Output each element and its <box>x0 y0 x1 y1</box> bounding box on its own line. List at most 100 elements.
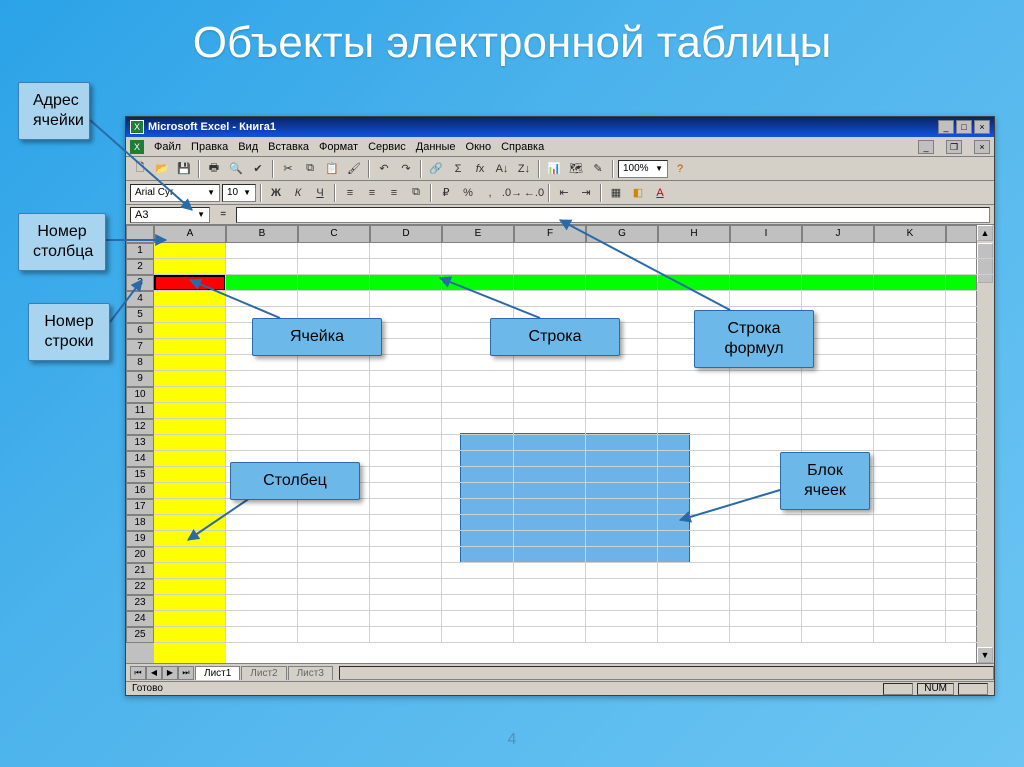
fx-icon[interactable]: fx <box>470 159 490 179</box>
close-button[interactable]: × <box>974 120 990 134</box>
new-icon[interactable]: 🗋 <box>130 159 150 179</box>
underline-icon[interactable]: Ч <box>310 183 330 203</box>
dec-indent-icon[interactable]: ⇤ <box>554 183 574 203</box>
tab-first-icon[interactable]: ⏮ <box>130 666 146 680</box>
sort-asc-icon[interactable]: A↓ <box>492 159 512 179</box>
row-header[interactable]: 18 <box>126 515 154 531</box>
font-color-icon[interactable]: A <box>650 183 670 203</box>
inc-decimal-icon[interactable]: .0→ <box>502 183 522 203</box>
column-header[interactable]: K <box>874 225 946 243</box>
row-header[interactable]: 17 <box>126 499 154 515</box>
column-header[interactable]: F <box>514 225 586 243</box>
cut-icon[interactable]: ✂ <box>278 159 298 179</box>
undo-icon[interactable]: ↶ <box>374 159 394 179</box>
zoom-select[interactable]: 100%▼ <box>618 160 668 178</box>
font-size-select[interactable]: 10▼ <box>222 184 256 202</box>
align-center-icon[interactable]: ≡ <box>362 183 382 203</box>
row-header[interactable]: 5 <box>126 307 154 323</box>
chart-icon[interactable]: 📊 <box>544 159 564 179</box>
spell-icon[interactable]: ✔ <box>248 159 268 179</box>
column-header[interactable]: C <box>298 225 370 243</box>
row-header[interactable]: 1 <box>126 243 154 259</box>
column-header[interactable]: E <box>442 225 514 243</box>
redo-icon[interactable]: ↷ <box>396 159 416 179</box>
percent-icon[interactable]: % <box>458 183 478 203</box>
row-header[interactable]: 12 <box>126 419 154 435</box>
row-header[interactable]: 24 <box>126 611 154 627</box>
menu-help[interactable]: Справка <box>501 141 544 153</box>
row-header[interactable]: 13 <box>126 435 154 451</box>
menu-service[interactable]: Сервис <box>368 141 406 153</box>
menu-window[interactable]: Окно <box>466 141 492 153</box>
copy-icon[interactable]: ⧉ <box>300 159 320 179</box>
open-icon[interactable]: 📂 <box>152 159 172 179</box>
dec-decimal-icon[interactable]: ←.0 <box>524 183 544 203</box>
menu-edit[interactable]: Правка <box>191 141 228 153</box>
column-header[interactable]: H <box>658 225 730 243</box>
merge-icon[interactable]: ⧉ <box>406 183 426 203</box>
column-header[interactable]: B <box>226 225 298 243</box>
italic-icon[interactable]: К <box>288 183 308 203</box>
menu-insert[interactable]: Вставка <box>268 141 309 153</box>
row-header[interactable]: 20 <box>126 547 154 563</box>
maximize-button[interactable]: □ <box>956 120 972 134</box>
scroll-up-icon[interactable]: ▲ <box>977 225 993 241</box>
doc-restore-button[interactable]: ❐ <box>946 140 962 154</box>
tab-last-icon[interactable]: ⏭ <box>178 666 194 680</box>
vertical-scrollbar[interactable]: ▲ ▼ <box>976 225 994 663</box>
row-header[interactable]: 3 <box>126 275 154 291</box>
column-header[interactable]: I <box>730 225 802 243</box>
scroll-down-icon[interactable]: ▼ <box>977 647 993 663</box>
column-header[interactable]: J <box>802 225 874 243</box>
row-header[interactable]: 6 <box>126 323 154 339</box>
row-header[interactable]: 4 <box>126 291 154 307</box>
column-header[interactable]: G <box>586 225 658 243</box>
column-header[interactable]: D <box>370 225 442 243</box>
sheet-tab-1[interactable]: Лист1 <box>195 666 240 680</box>
doc-minimize-button[interactable]: _ <box>918 140 934 154</box>
fx-equals-icon[interactable]: = <box>214 207 232 223</box>
menu-view[interactable]: Вид <box>238 141 258 153</box>
preview-icon[interactable]: 🔍 <box>226 159 246 179</box>
save-icon[interactable]: 💾 <box>174 159 194 179</box>
print-icon[interactable]: 🖶 <box>204 159 224 179</box>
bold-icon[interactable]: Ж <box>266 183 286 203</box>
menu-data[interactable]: Данные <box>416 141 456 153</box>
minimize-button[interactable]: _ <box>938 120 954 134</box>
align-right-icon[interactable]: ≡ <box>384 183 404 203</box>
menu-file[interactable]: Файл <box>154 141 181 153</box>
help-icon[interactable]: ? <box>670 159 690 179</box>
formula-input[interactable] <box>236 207 990 223</box>
row-header[interactable]: 25 <box>126 627 154 643</box>
sum-icon[interactable]: Σ <box>448 159 468 179</box>
fill-color-icon[interactable]: ◧ <box>628 183 648 203</box>
row-header[interactable]: 8 <box>126 355 154 371</box>
sort-desc-icon[interactable]: Z↓ <box>514 159 534 179</box>
tab-prev-icon[interactable]: ◀ <box>146 666 162 680</box>
link-icon[interactable]: 🔗 <box>426 159 446 179</box>
row-header[interactable]: 14 <box>126 451 154 467</box>
horizontal-scrollbar[interactable] <box>339 666 994 680</box>
paste-icon[interactable]: 📋 <box>322 159 342 179</box>
sheet-tab-2[interactable]: Лист2 <box>241 666 286 680</box>
row-header[interactable]: 11 <box>126 403 154 419</box>
sheet-tab-3[interactable]: Лист3 <box>288 666 333 680</box>
inc-indent-icon[interactable]: ⇥ <box>576 183 596 203</box>
row-header[interactable]: 21 <box>126 563 154 579</box>
row-header[interactable]: 19 <box>126 531 154 547</box>
row-header[interactable]: 2 <box>126 259 154 275</box>
scroll-thumb[interactable] <box>977 243 993 283</box>
row-header[interactable]: 9 <box>126 371 154 387</box>
row-header[interactable]: 22 <box>126 579 154 595</box>
comma-icon[interactable]: , <box>480 183 500 203</box>
format-painter-icon[interactable]: 🖌 <box>344 159 364 179</box>
map-icon[interactable]: 🗺 <box>566 159 586 179</box>
doc-close-button[interactable]: × <box>974 140 990 154</box>
select-all-corner[interactable] <box>126 225 154 243</box>
align-left-icon[interactable]: ≡ <box>340 183 360 203</box>
name-box[interactable]: A3▼ <box>130 207 210 223</box>
column-header[interactable]: A <box>154 225 226 243</box>
row-header[interactable]: 15 <box>126 467 154 483</box>
menu-format[interactable]: Формат <box>319 141 358 153</box>
borders-icon[interactable]: ▦ <box>606 183 626 203</box>
